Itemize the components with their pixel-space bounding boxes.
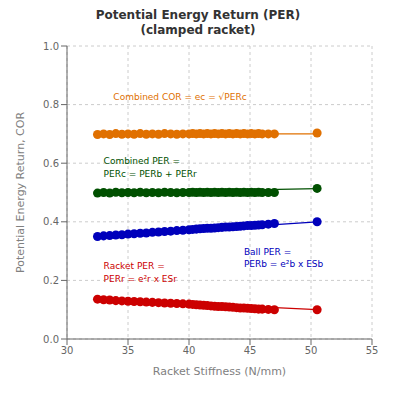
svg-text:30: 30 [61,345,74,356]
svg-text:Ball PER =PERb = e²b x ESb: Ball PER =PERb = e²b x ESb [244,247,324,270]
svg-text:45: 45 [244,345,257,356]
svg-text:Combined PER =PERc = PERb + PE: Combined PER =PERc = PERb + PERr [104,156,197,179]
svg-text:0.8: 0.8 [43,99,59,110]
svg-text:40: 40 [183,345,196,356]
svg-text:35: 35 [122,345,135,356]
svg-text:0.4: 0.4 [43,216,59,227]
svg-text:0.6: 0.6 [43,158,59,169]
svg-text:Racket PER =PERr = e²r x ESr: Racket PER =PERr = e²r x ESr [104,261,178,284]
html-text:Potential Energy Return (PER): Potential Energy Return (PER) [95,8,301,22]
svg-text:Racket Stiffness (N/mm): Racket Stiffness (N/mm) [153,365,286,378]
svg-text:Combined COR = ec = √PERc: Combined COR = ec = √PERc [113,92,246,102]
svg-text:55: 55 [366,345,379,356]
svg-text:0.0: 0.0 [43,334,59,345]
svg-text:1.0: 1.0 [43,41,59,52]
html-text:(clamped racket): (clamped racket) [140,23,256,37]
svg-text:Potential Energy Return, COR: Potential Energy Return, COR [14,112,27,274]
svg-text:50: 50 [305,345,318,356]
svg-text:0.2: 0.2 [43,275,59,286]
